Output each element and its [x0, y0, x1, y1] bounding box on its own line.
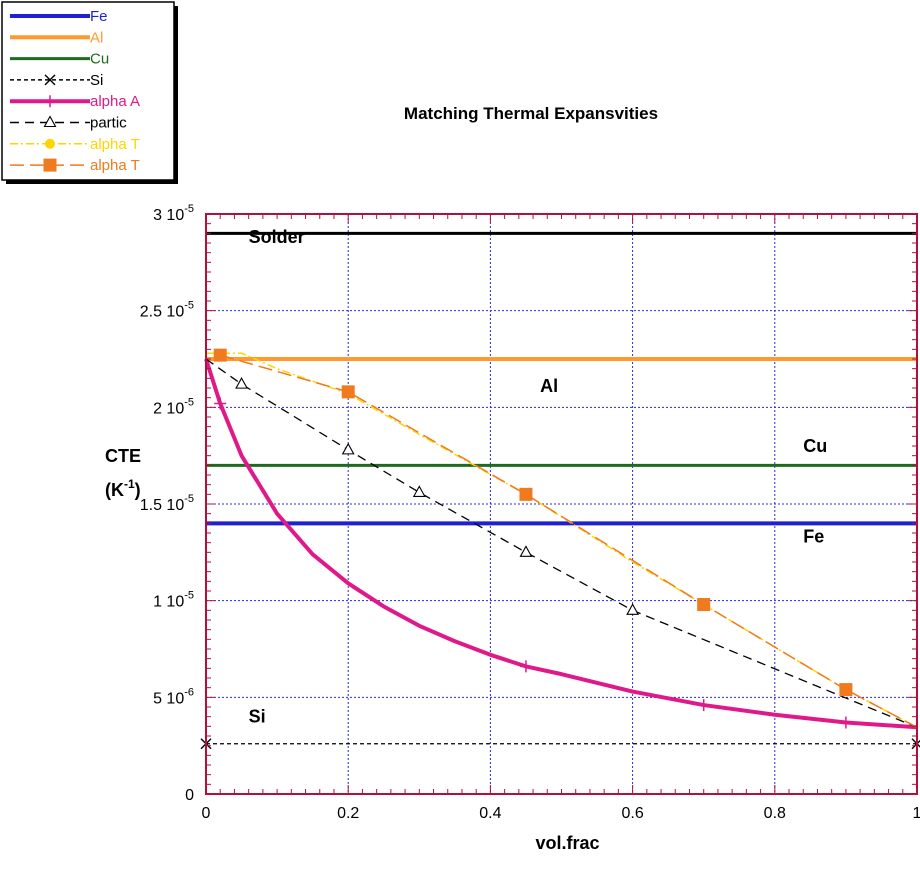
marker-alpha-a [519, 660, 532, 673]
legend-label-alpha-t: alpha T [90, 157, 140, 174]
y-tick-label: 3 10-5 [153, 203, 194, 224]
y-tick-label: 2.5 10-5 [140, 300, 194, 321]
series-layer [200, 231, 920, 750]
marker-partic [235, 376, 248, 389]
marker-alpha-t [839, 683, 853, 697]
legend-marker-si [44, 74, 56, 86]
legend-label-al: Al [90, 29, 103, 46]
legend-label-si: Si [90, 72, 103, 89]
series-line-alpha-a [204, 358, 918, 730]
legend-box [1, 1, 175, 181]
y-tick-label: 0 [185, 787, 194, 804]
annotations: Solder Al Cu Fe Si [249, 227, 828, 726]
legend-marker-partic [43, 115, 57, 128]
legend-label-cu: Cu [90, 51, 109, 68]
annotation-fe: Fe [803, 527, 824, 547]
marker-alpha-a [839, 716, 852, 729]
annotation-si: Si [249, 706, 266, 726]
annotation-cu: Cu [803, 436, 827, 456]
marker-partic [519, 545, 533, 557]
chart-title: Matching Thermal Expansvities [404, 104, 658, 123]
legend-marker-alpha-a [44, 95, 56, 108]
legend-label-fe: Fe [90, 8, 108, 25]
x-tick-label: 0.4 [479, 805, 501, 822]
x-tick-label: 0.8 [764, 805, 786, 822]
x-tick-label: 0.2 [337, 805, 359, 822]
y-tick-label: 5 10-6 [153, 686, 194, 707]
x-tick-label: 0 [202, 805, 211, 822]
y-tick-label: 2 10-5 [153, 396, 194, 417]
annotation-solder: Solder [249, 227, 305, 247]
axes: 0 0.2 0.4 0.6 0.8 1 0 5 10-6 1 10-5 1.5 10-5 2 10-… [105, 203, 920, 853]
y-tick-label: 1 10-5 [153, 590, 194, 611]
legend-label-partic: partic [90, 115, 127, 132]
legend-marker-alpha-t [43, 158, 57, 172]
grid [206, 214, 917, 794]
annotation-al: Al [540, 376, 558, 396]
marker-alpha-a [697, 699, 710, 712]
marker-alpha-t [519, 487, 533, 501]
marker-partic [412, 485, 426, 497]
y-axis-unit: (K-1) [105, 477, 141, 500]
x-axis-title: vol.frac [535, 833, 599, 853]
y-axis-title: CTE [105, 446, 141, 466]
legend: Fe Al Cu Si alpha A partic alpha T alpha T [1, 1, 178, 184]
marker-alpha-t [697, 598, 711, 612]
legend-label-alpha-t: alpha T [90, 136, 140, 153]
legend-marker-alpha-t [45, 138, 55, 149]
marker-partic [626, 603, 640, 615]
x-tick-label: 0.6 [621, 805, 643, 822]
marker-alpha-a [214, 397, 227, 410]
marker-alpha-t [213, 348, 227, 362]
series-line-alpha-t [220, 354, 918, 728]
y-tick-label: 1.5 10-5 [140, 493, 194, 514]
marker-partic [341, 442, 355, 455]
legend-label-alpha-a: alpha A [90, 93, 140, 110]
x-tick-label: 1 [913, 805, 920, 822]
marker-alpha-t [341, 385, 355, 399]
